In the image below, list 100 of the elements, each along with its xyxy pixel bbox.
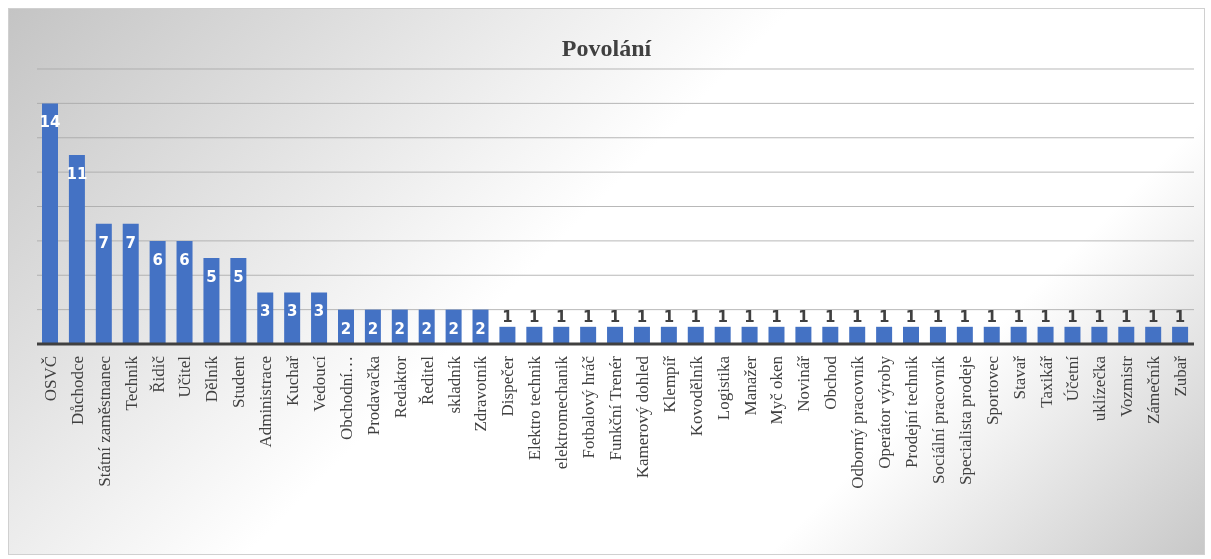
chart-title: Povolání (560, 35, 653, 62)
x-tick-label: Elektro technik (525, 355, 545, 461)
x-tick-label: Vozmistr (1117, 355, 1137, 418)
x-tick-label: OSVČ (40, 356, 60, 402)
data-label: 1 (1121, 307, 1132, 326)
data-label: 1 (959, 307, 971, 326)
bar (1091, 326, 1108, 344)
bar (68, 154, 85, 344)
bar (849, 326, 866, 344)
data-label: 7 (98, 233, 110, 252)
x-tick-label: Novinář (794, 355, 814, 412)
x-tick-label: elektromechanik (552, 355, 572, 470)
data-label: 5 (206, 268, 217, 287)
x-tick-label: Důchodce (67, 356, 87, 425)
x-tick-label: uklízečka (1090, 355, 1110, 422)
data-label: 2 (448, 319, 459, 338)
x-tick-label: Manažer (740, 355, 760, 416)
data-label: 1 (636, 307, 648, 326)
data-label: 2 (421, 319, 432, 338)
bar (1145, 326, 1162, 344)
data-label: 6 (152, 250, 163, 269)
bar (42, 103, 58, 344)
data-label: 1 (609, 307, 621, 326)
x-tick-label: Státní zaměstnanec (94, 355, 114, 487)
data-label: 1 (556, 307, 567, 326)
data-label: 1 (771, 307, 782, 326)
data-label: 1 (663, 307, 675, 326)
x-tick-label: Administrace (256, 356, 276, 448)
data-label: 1 (825, 307, 836, 326)
bar (580, 326, 597, 344)
data-label: 1 (1147, 307, 1159, 326)
bar (795, 326, 812, 344)
x-tick-label: Zubař (1171, 355, 1191, 397)
data-label: 1 (905, 307, 917, 326)
data-label: 6 (179, 250, 190, 269)
x-tick-label: Učitel (175, 355, 195, 398)
bar (903, 326, 920, 344)
x-tick-label: Myč oken (767, 355, 787, 425)
x-tick-label: Obchodní… (336, 356, 356, 441)
bar (983, 326, 1000, 344)
data-label: 1 (1040, 307, 1051, 326)
x-tick-label: Taxikář (1036, 355, 1056, 408)
data-label: 1 (1174, 307, 1186, 326)
bar (176, 240, 193, 344)
x-tick-label: Vedoucí (310, 355, 330, 412)
data-label: 7 (125, 233, 136, 252)
data-label: 5 (233, 268, 244, 287)
bar (956, 326, 973, 344)
bar (1172, 326, 1189, 344)
x-tick-label: Logistika (713, 355, 733, 421)
bar (1118, 326, 1135, 344)
bar (714, 326, 731, 344)
data-label: 1 (986, 307, 997, 326)
bar (95, 223, 112, 344)
bar (660, 326, 677, 344)
data-label: 2 (340, 319, 352, 338)
bar (768, 326, 785, 344)
bar (876, 326, 893, 344)
x-tick-label: skladník (444, 355, 464, 414)
data-label: 2 (475, 319, 486, 338)
data-label: 1 (798, 307, 809, 326)
data-label: 1 (932, 307, 944, 326)
data-label: 1 (529, 307, 540, 326)
data-label: 1 (1013, 307, 1024, 326)
bar (687, 326, 704, 344)
x-tick-label: Dispečer (498, 355, 518, 417)
bar (203, 258, 220, 344)
bar (553, 326, 570, 344)
bar (607, 326, 624, 344)
data-label: 1 (1067, 307, 1078, 326)
x-tick-label: Sportovec (982, 355, 1002, 425)
x-tick-label: Prodejní technik (901, 355, 921, 468)
x-tick-label: Dělník (202, 355, 222, 403)
bar (526, 326, 543, 344)
bar (822, 326, 839, 344)
data-label: 1 (744, 307, 755, 326)
x-tick-label: Specialista prodeje (955, 356, 975, 485)
data-label: 3 (260, 302, 271, 321)
x-tick-label: Zdravotník (471, 355, 491, 432)
x-tick-label: Kovodělník (686, 355, 706, 437)
x-tick-label: Student (229, 355, 249, 408)
x-tick-label: Odborný pracovník (848, 355, 868, 489)
bar (499, 326, 516, 344)
data-label: 1 (851, 307, 863, 326)
x-tick-label: Zámečník (1144, 355, 1164, 424)
bar (1010, 326, 1027, 344)
data-label: 3 (286, 302, 298, 321)
x-tick-label: Obchod (821, 355, 841, 410)
x-tick-label: Funkční Trenér (606, 355, 625, 461)
data-label: 1 (502, 307, 513, 326)
bar (1064, 326, 1081, 344)
x-tick-label: Řidič (148, 355, 168, 393)
data-label: 1 (582, 307, 594, 326)
x-tick-label: Ředitel (417, 355, 437, 406)
x-tick-label: Redaktor (390, 355, 410, 419)
x-tick-label: Prodavačka (363, 355, 383, 436)
bar (149, 240, 166, 344)
x-tick-label: Klempíř (659, 355, 679, 413)
x-tick-label: Technik (121, 355, 141, 411)
bar (122, 223, 139, 344)
